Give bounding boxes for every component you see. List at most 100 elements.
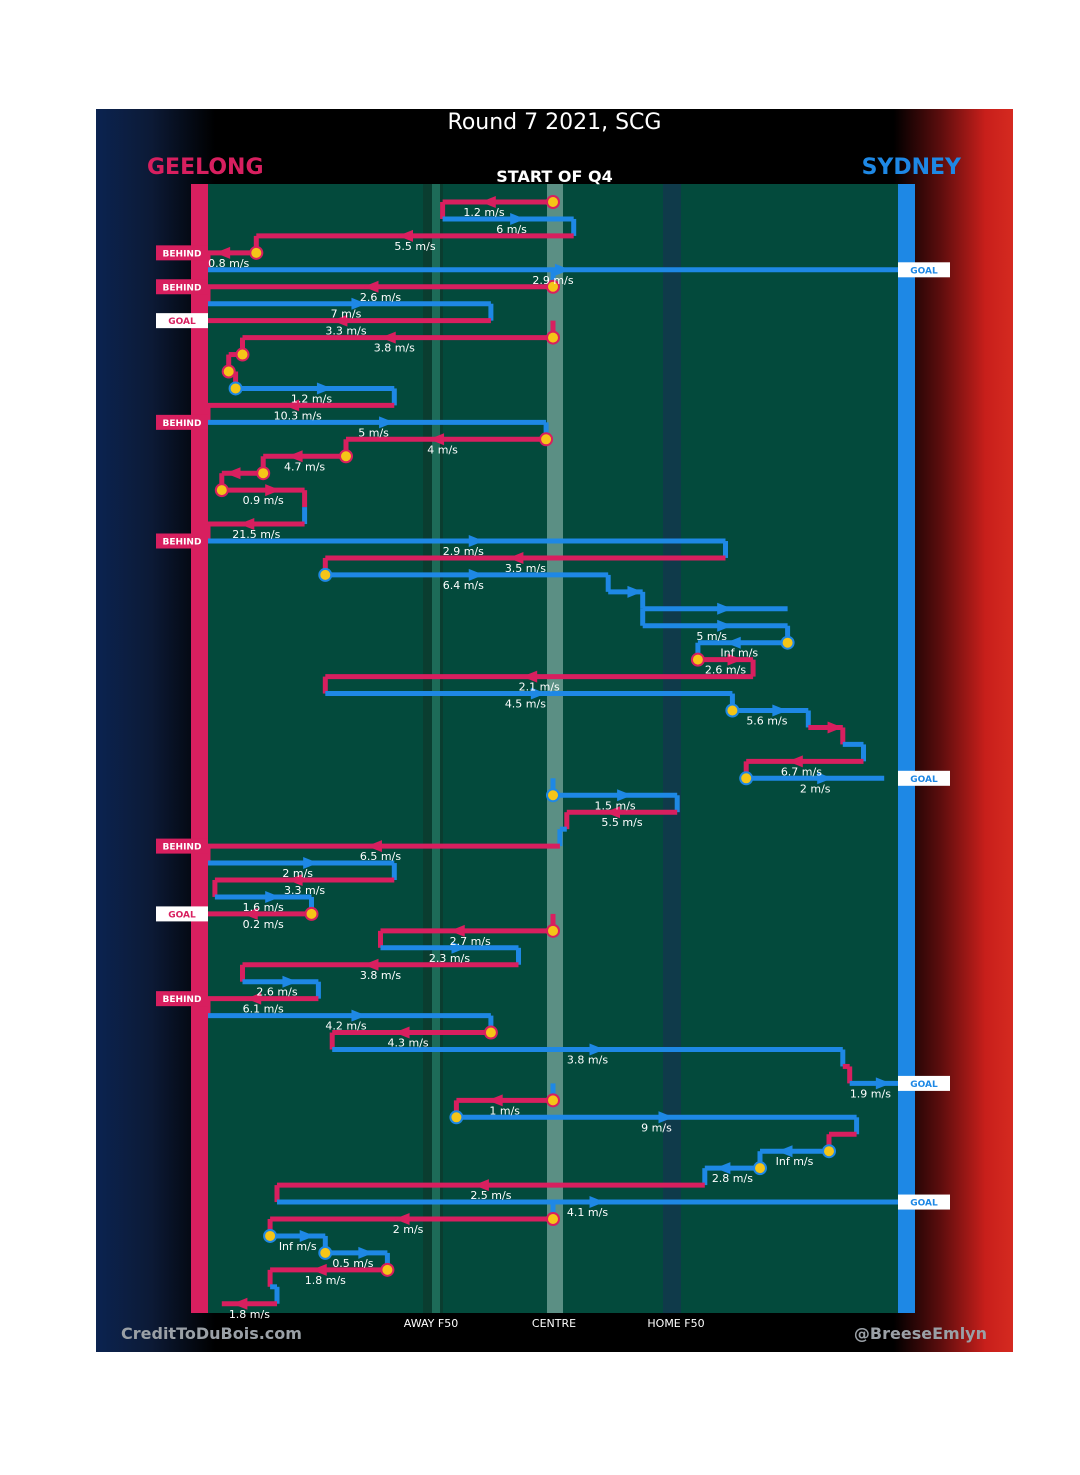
speed-label: 3.3 m/s xyxy=(325,325,366,338)
possession-start-marker xyxy=(539,432,554,447)
direction-arrow xyxy=(394,1026,410,1039)
speed-label: 2.6 m/s xyxy=(256,986,297,999)
speed-label: 3.3 m/s xyxy=(284,884,325,897)
direction-arrow xyxy=(351,297,367,310)
direction-arrow xyxy=(827,721,843,734)
chart-frame: 1.2 m/s 6 m/s 5.5 m/s 0.8 m/s 2.9 m/s 2.6 m/s… xyxy=(96,109,1013,1352)
score-tag-label: BEHIND xyxy=(163,995,202,1005)
possession-start-marker xyxy=(256,466,271,481)
speed-label: Inf m/s xyxy=(720,647,758,660)
direction-arrow xyxy=(394,1213,410,1225)
speed-label: 3.8 m/s xyxy=(374,342,415,355)
possession-start-marker xyxy=(221,364,236,379)
possession-start-marker xyxy=(318,567,333,582)
speed-label: 4 m/s xyxy=(427,443,458,456)
direction-arrow xyxy=(265,484,281,497)
direction-arrow xyxy=(239,518,255,531)
score-tag-label: GOAL xyxy=(910,775,938,785)
direction-arrow xyxy=(817,772,833,785)
credit-website: CreditToDuBois.com xyxy=(121,1324,302,1343)
speed-label: 2.8 m/s xyxy=(712,1172,753,1185)
speed-label: 0.2 m/s xyxy=(243,918,284,931)
possession-start-marker xyxy=(546,195,560,209)
direction-arrow xyxy=(510,212,526,225)
speed-label: 5.5 m/s xyxy=(394,240,435,253)
direction-arrow xyxy=(215,246,231,259)
speed-label: 9 m/s xyxy=(641,1121,672,1134)
possession-start-marker xyxy=(546,1212,560,1226)
direction-arrow xyxy=(398,229,413,242)
speed-label: Inf m/s xyxy=(776,1155,814,1168)
credit-author: @BreeseEmlyn xyxy=(853,1324,987,1343)
speed-label: 2.9 m/s xyxy=(532,274,573,287)
direction-arrow xyxy=(777,1145,793,1158)
centre-band xyxy=(547,184,563,1313)
possession-start-marker xyxy=(546,923,560,938)
score-tag-box xyxy=(156,313,208,329)
speed-label: 21.5 m/s xyxy=(232,528,280,541)
possession-start-marker xyxy=(546,279,560,294)
speed-label: Inf m/s xyxy=(279,1240,317,1253)
chart-subtitle: START OF Q4 xyxy=(496,167,613,186)
direction-arrow xyxy=(451,941,467,954)
speed-labels: 1.2 m/s 6 m/s 5.5 m/s 0.8 m/s 2.9 m/s 2.6 m/s… xyxy=(208,206,891,1321)
speed-label: 2.6 m/s xyxy=(360,291,401,304)
speed-label: 3.5 m/s xyxy=(505,562,546,575)
score-tag-label: BEHIND xyxy=(163,843,202,853)
speed-label: 1.5 m/s xyxy=(595,799,636,812)
geelong-goal-post xyxy=(191,184,208,1313)
speed-label: 6 m/s xyxy=(496,223,527,236)
possession-start-marker xyxy=(690,652,705,667)
direction-arrow xyxy=(617,789,633,802)
direction-arrow xyxy=(605,806,620,819)
direction-arrow xyxy=(717,619,733,632)
possession-start-marker xyxy=(318,1245,333,1260)
direction-arrow xyxy=(358,1246,374,1259)
direction-arrow xyxy=(717,602,733,615)
speed-label: 2.1 m/s xyxy=(519,681,560,694)
direction-arrow xyxy=(363,958,379,971)
speed-label: 5 m/s xyxy=(358,426,389,439)
direction-arrow xyxy=(449,924,465,937)
speed-label: 3.8 m/s xyxy=(567,1054,608,1067)
direction-arrow xyxy=(242,907,258,920)
direction-arrow xyxy=(299,1229,315,1242)
score-tag-box xyxy=(898,770,950,786)
direction-arrow xyxy=(627,585,643,598)
direction-arrow xyxy=(311,1263,327,1276)
direction-arrow xyxy=(727,653,743,666)
speed-label: 0.5 m/s xyxy=(332,1257,373,1270)
direction-arrow xyxy=(530,687,546,700)
possession-start-marker xyxy=(449,1110,464,1125)
possession-start-marker xyxy=(339,449,353,464)
direction-arrow xyxy=(658,1111,674,1124)
possession-start-marker xyxy=(546,330,560,345)
speed-label: 2 m/s xyxy=(800,782,831,795)
speed-label: 0.8 m/s xyxy=(208,257,249,270)
speed-label: 2.6 m/s xyxy=(705,664,746,677)
score-tag-label: GOAL xyxy=(910,1080,938,1090)
speed-label: 2.7 m/s xyxy=(450,935,491,948)
possession-markers xyxy=(214,195,836,1277)
direction-arrow xyxy=(287,874,303,886)
direction-arrow xyxy=(332,314,348,327)
speed-label: 1.8 m/s xyxy=(229,1308,270,1321)
speed-label: 2.5 m/s xyxy=(470,1189,511,1202)
direction-arrow xyxy=(787,755,803,768)
direction-arrow xyxy=(225,467,241,480)
direction-arrow xyxy=(287,450,303,463)
direction-arrow xyxy=(725,636,741,649)
possession-start-marker xyxy=(822,1144,836,1159)
direction-arrow xyxy=(468,535,484,547)
direction-arrow xyxy=(480,196,496,208)
speed-label: 4.1 m/s xyxy=(567,1206,608,1219)
possession-start-marker xyxy=(214,483,229,498)
direction-arrow xyxy=(468,568,484,581)
speed-label: 0.9 m/s xyxy=(243,494,284,507)
speed-label: 1.8 m/s xyxy=(305,1274,346,1287)
speed-label: 3.8 m/s xyxy=(360,969,401,982)
direction-arrow xyxy=(366,840,382,853)
direction-arrow xyxy=(875,1077,891,1090)
speed-label: 5.5 m/s xyxy=(601,816,642,829)
speed-label: 6.7 m/s xyxy=(781,765,822,778)
